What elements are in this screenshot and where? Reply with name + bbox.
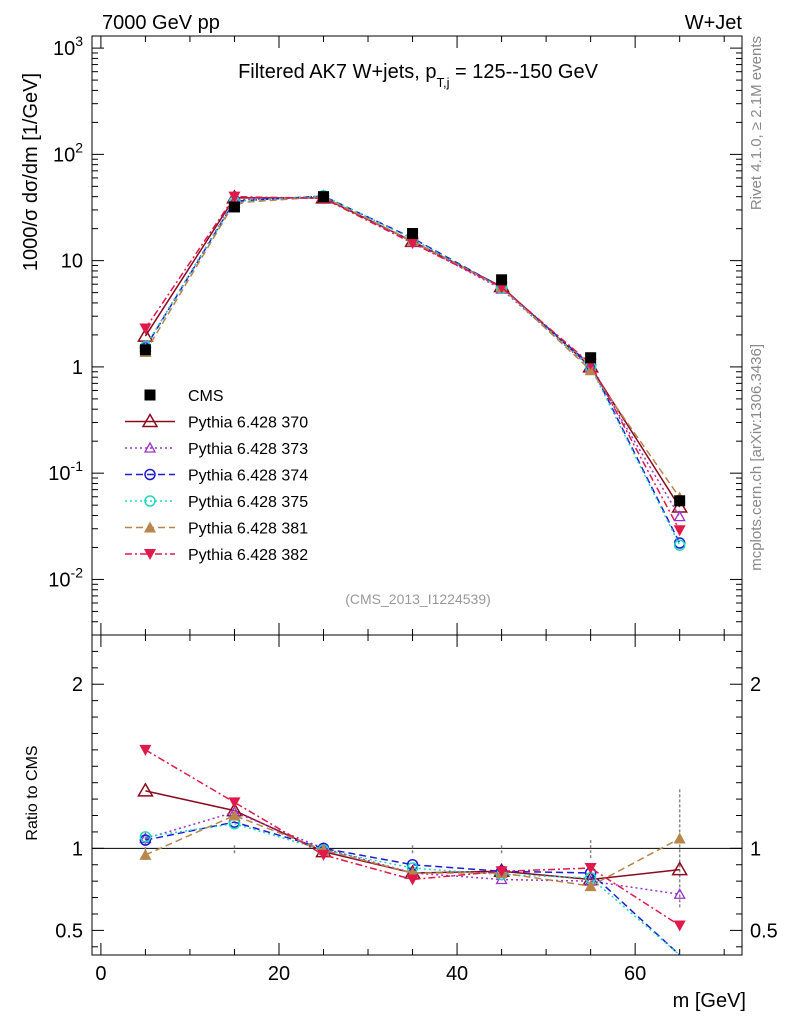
y-tick-label-ratio: 2 — [72, 674, 83, 696]
series-line-ratio — [145, 822, 681, 956]
y-tick-label-ratio-right: 2 — [750, 674, 761, 696]
plot-title: Filtered AK7 W+jets, pT,j = 125--150 GeV — [238, 61, 599, 90]
data-point — [584, 880, 597, 892]
series-pythia-6428-370 — [137, 189, 688, 886]
data-point — [139, 744, 152, 756]
data-point — [673, 510, 686, 522]
y-tick-label-main: 10 — [61, 251, 83, 273]
y-tick-label-main: 102 — [53, 139, 83, 166]
data-point — [673, 525, 686, 537]
legend-label: Pythia 6.428 373 — [188, 441, 308, 458]
series-line-ratio — [145, 821, 681, 956]
y-tick-label-main: 10-1 — [48, 458, 83, 485]
data-point — [495, 866, 508, 878]
data-point — [228, 797, 241, 809]
data-point — [407, 228, 419, 240]
legend-label: Pythia 6.428 374 — [188, 468, 308, 485]
series-pythia-6428-375 — [139, 189, 686, 956]
header-left: 7000 GeV pp — [102, 12, 220, 34]
data-point — [139, 834, 152, 846]
series-pythia-6428-374 — [139, 190, 686, 956]
data-point — [673, 920, 686, 932]
data-point — [673, 832, 686, 844]
analysis-tag: (CMS_2013_I1224539) — [345, 591, 491, 607]
data-point — [143, 441, 157, 453]
y-tick-label-main: 1 — [72, 357, 83, 379]
rivet-version-label: Rivet 4.1.0, ≥ 2.1M events — [748, 36, 765, 210]
main-frame — [91, 35, 743, 636]
data-point — [671, 861, 688, 876]
x-tick-label: 20 — [268, 963, 290, 985]
data-point — [139, 323, 152, 335]
x-tick-label: 0 — [95, 963, 106, 985]
data-point — [584, 863, 597, 875]
data-point — [406, 238, 419, 250]
y-tick-label-ratio-right: 1 — [750, 838, 761, 860]
data-point — [144, 549, 156, 560]
data-point — [137, 782, 154, 797]
series-pythia-6428-381 — [139, 190, 686, 892]
data-point — [318, 191, 330, 203]
data-point — [228, 809, 241, 821]
y-tick-label-ratio: 0.5 — [55, 920, 83, 942]
y-tick-label-ratio-right: 0.5 — [750, 920, 778, 942]
data-point — [228, 201, 240, 213]
x-axis-label: m [GeV] — [673, 990, 746, 1012]
data-point — [144, 521, 156, 533]
data-point — [144, 389, 156, 401]
data-point — [406, 874, 419, 886]
legend-label: CMS — [188, 388, 224, 405]
legend: CMS Pythia 6.428 370 Pythia 6.428 373 Pythi… — [125, 388, 308, 564]
ratio-panel — [91, 634, 743, 956]
data-point — [317, 849, 330, 861]
x-tick-label: 40 — [446, 963, 468, 985]
data-point — [139, 831, 152, 843]
data-point — [673, 887, 686, 899]
ratio-frame — [91, 634, 743, 956]
data-point — [141, 413, 159, 428]
series-pythia-6428-373 — [139, 190, 686, 899]
y-axis-label-ratio: Ratio to CMS — [24, 745, 41, 840]
data-point — [673, 539, 686, 551]
y-tick-label-main: 103 — [53, 33, 83, 60]
legend-label: Pythia 6.428 375 — [188, 494, 308, 511]
data-point — [674, 495, 686, 507]
data-point — [139, 344, 151, 356]
series-curves — [137, 189, 688, 956]
data-point — [144, 468, 156, 481]
series-line-ratio — [145, 749, 681, 927]
legend-label: Pythia 6.428 382 — [188, 547, 308, 564]
axis-ticks: 0 20 40 60 10-2 10-1 1 10 102 103 0.5 0.5 1 1 2 2 — [48, 33, 778, 985]
data-point — [139, 848, 152, 860]
y-axis-label-main: 1000/σ dσ/dm [1/GeV] — [20, 73, 42, 271]
header-right: W+Jet — [685, 12, 743, 34]
data-point — [496, 274, 508, 286]
data-point — [585, 352, 597, 364]
legend-label: Pythia 6.428 370 — [188, 415, 308, 432]
data-point — [144, 495, 156, 507]
x-tick-label: 60 — [624, 963, 646, 985]
y-tick-label-main: 10-2 — [48, 564, 83, 591]
data-point — [228, 191, 241, 203]
y-tick-label-ratio: 1 — [72, 838, 83, 860]
legend-label: Pythia 6.428 381 — [188, 521, 308, 538]
mcplots-label: mcplots.cern.ch [arXiv:1306.3436] — [748, 344, 765, 571]
main-panel — [91, 35, 743, 636]
